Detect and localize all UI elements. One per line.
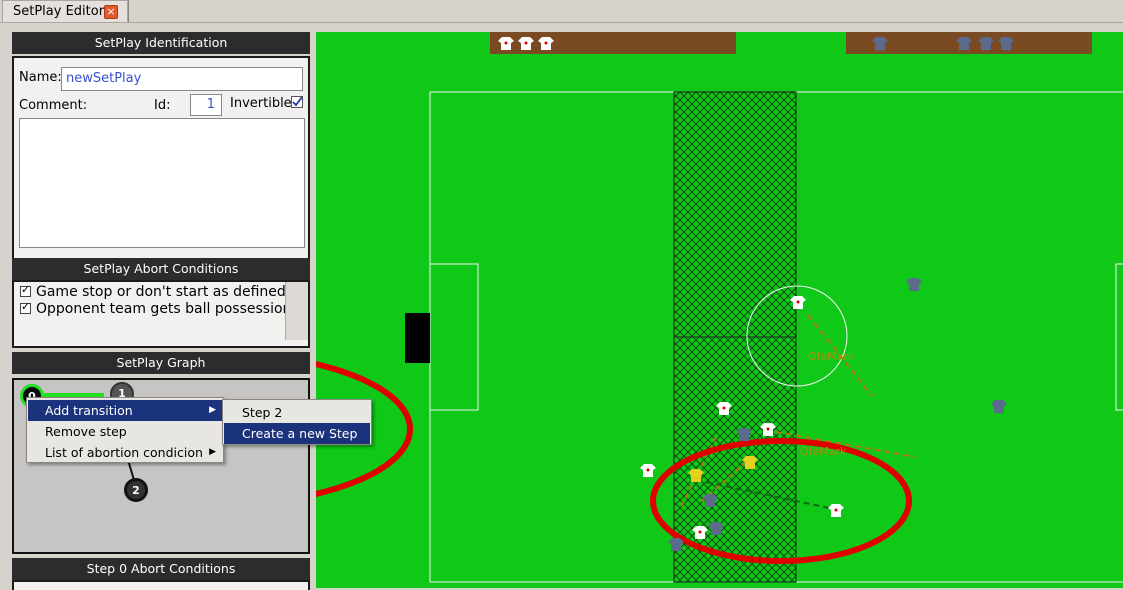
abort-condition-label: Game stop or don't start as defined (36, 284, 286, 300)
home-player-shirt-icon[interactable] (828, 504, 844, 517)
home-player-shirt-icon[interactable] (498, 37, 514, 50)
identification-panel: Name: newSetPlay Comment: Id: 1 Invertib… (12, 56, 310, 288)
menu-item-label: Remove step (45, 424, 127, 439)
field-lines (316, 91, 1123, 583)
id-field[interactable]: 1 (190, 94, 222, 116)
away-player-shirt-icon[interactable] (702, 494, 718, 507)
submenu-arrow-icon: ▶ (209, 405, 216, 415)
home-player-shirt-icon[interactable] (538, 37, 554, 50)
abort-condition-label: Opponent team gets ball possession (36, 301, 292, 317)
abort-conditions-panel: Game stop or don't start as defined Oppo… (12, 280, 310, 348)
home-player-shirt-icon[interactable] (640, 464, 656, 477)
tab-setplay-editor[interactable]: SetPlay Editor × (2, 0, 128, 22)
soccer-field[interactable]: OfeMark OfeMark (316, 32, 1123, 588)
home-player-shirt-icon[interactable] (692, 526, 708, 539)
checkbox-icon[interactable] (20, 300, 31, 314)
away-player-shirt-icon[interactable] (736, 428, 752, 441)
menu-item-add-transition[interactable]: Add transition ▶ (28, 400, 222, 421)
tab-title: SetPlay Editor (13, 4, 105, 19)
home-player-shirt-icon[interactable] (760, 423, 776, 436)
invertible-checkbox[interactable] (291, 96, 303, 108)
submenu-item-create-new-step[interactable]: Create a new Step (224, 423, 370, 444)
highlighted-player-shirt-icon[interactable] (742, 456, 758, 469)
abort-conditions-scrollbar[interactable] (285, 282, 308, 340)
transition-submenu: Step 2 Create a new Step (222, 399, 372, 445)
away-player-shirt-icon[interactable] (708, 522, 724, 535)
menu-item-label: List of abortion condicion (45, 445, 203, 460)
away-player-shirt-icon[interactable] (978, 37, 994, 50)
graph-context-menu: Add transition ▶ Remove step List of abor… (26, 397, 224, 463)
graph-header: SetPlay Graph (12, 352, 310, 374)
menu-item-abortion-conditions[interactable]: List of abortion condicion ▶ (28, 442, 222, 463)
home-player-shirt-icon[interactable] (790, 296, 806, 309)
checkmark-icon (292, 96, 303, 107)
menu-item-remove-step[interactable]: Remove step (28, 421, 222, 442)
abort-conditions-header: SetPlay Abort Conditions (12, 258, 310, 280)
step0-abort-panel (12, 580, 310, 590)
left-panel: SetPlay Identification Name: newSetPlay … (10, 32, 312, 590)
id-label: Id: (154, 98, 171, 113)
step0-abort-header: Step 0 Abort Conditions (12, 558, 310, 580)
transition-arrow-icon (44, 393, 104, 397)
invertible-label: Invertible (230, 96, 292, 111)
transition-arrow-icon (127, 460, 135, 481)
menu-item-label: Add transition (45, 403, 133, 418)
graph-node[interactable]: 2 (124, 478, 148, 502)
abort-condition-item[interactable]: Game stop or don't start as defined (20, 283, 286, 300)
player-role-label: OfeMark (800, 445, 847, 458)
player-role-label: OfeMark (808, 350, 855, 363)
away-player-shirt-icon[interactable] (872, 37, 888, 50)
name-field[interactable]: newSetPlay (61, 67, 303, 91)
away-player-shirt-icon[interactable] (668, 538, 684, 551)
submenu-item-step-2[interactable]: Step 2 (242, 405, 283, 420)
checkbox-icon[interactable] (20, 283, 31, 297)
away-player-shirt-icon[interactable] (956, 37, 972, 50)
identification-header: SetPlay Identification (12, 32, 310, 54)
abort-condition-item[interactable]: Opponent team gets ball possession (20, 300, 292, 317)
comment-textarea[interactable] (19, 118, 305, 248)
highlighted-player-shirt-icon[interactable] (688, 469, 704, 482)
name-label: Name: (19, 70, 62, 85)
submenu-arrow-icon: ▶ (209, 447, 216, 457)
home-bench (490, 32, 736, 54)
tab-divider (128, 0, 129, 22)
home-player-shirt-icon[interactable] (518, 37, 534, 50)
away-player-shirt-icon[interactable] (998, 37, 1014, 50)
comment-label: Comment: (19, 98, 88, 113)
away-player-shirt-icon[interactable] (991, 400, 1007, 413)
editor-tab-bar: SetPlay Editor × (0, 0, 1123, 23)
home-player-shirt-icon[interactable] (716, 402, 732, 415)
close-icon[interactable]: × (104, 5, 118, 19)
away-player-shirt-icon[interactable] (906, 278, 922, 291)
